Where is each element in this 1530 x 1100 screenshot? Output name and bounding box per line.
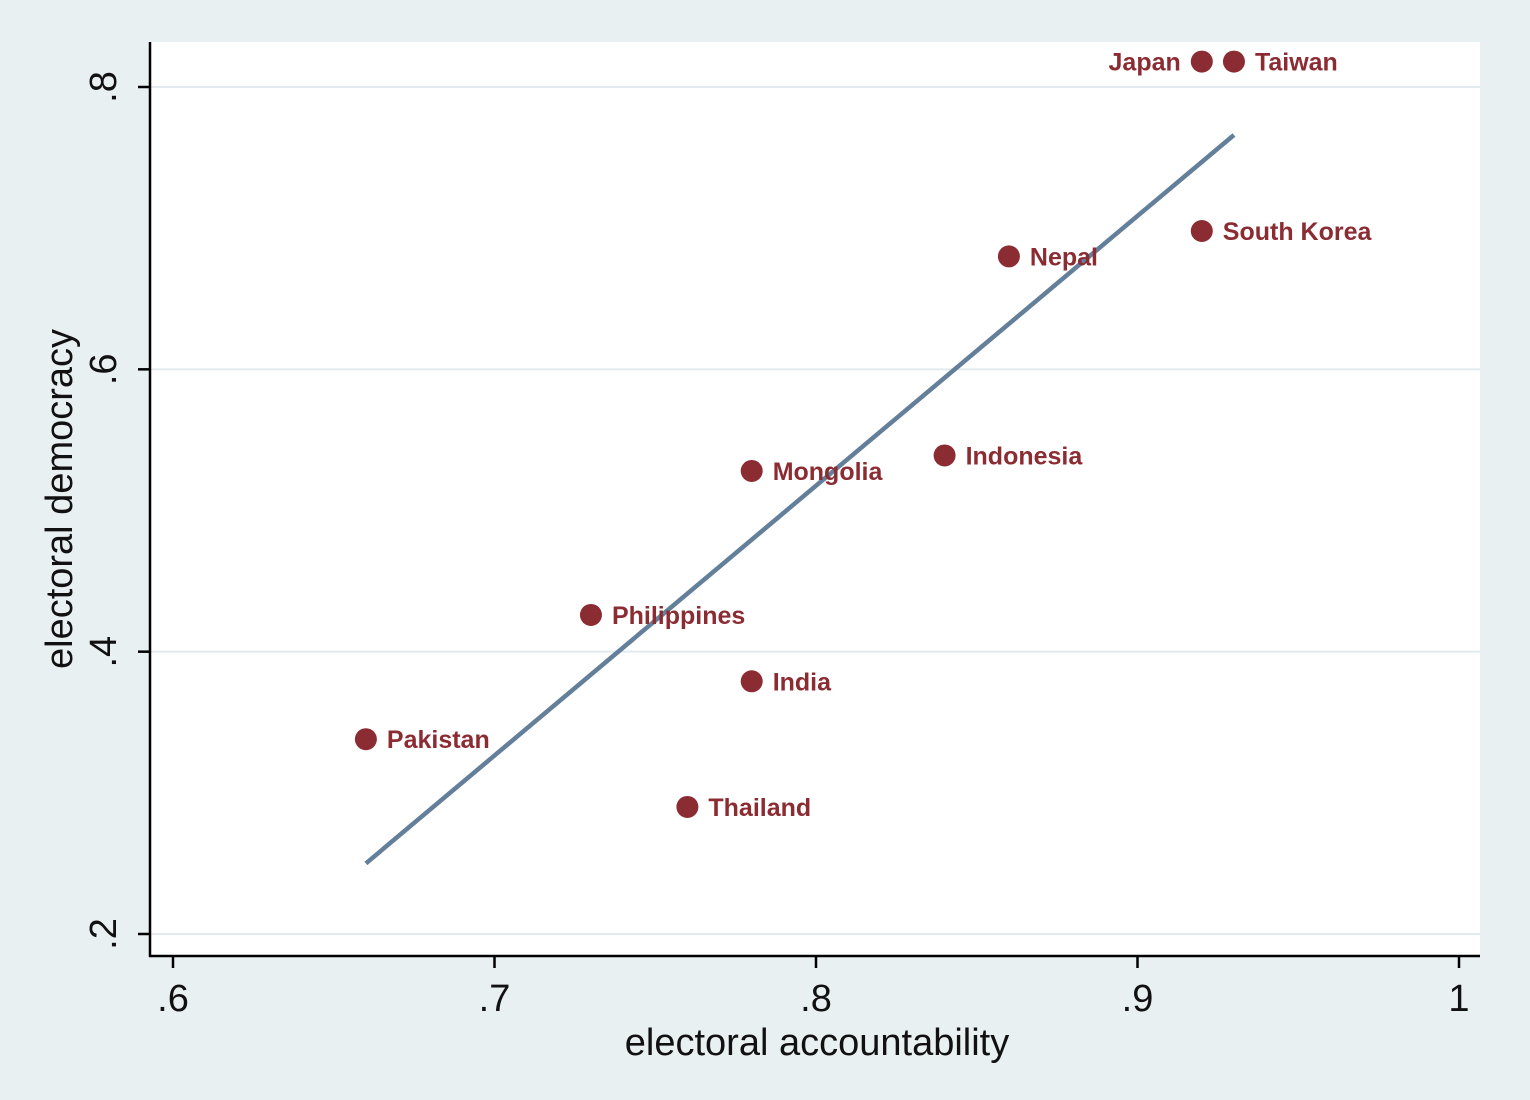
axes: .2 .4 .6 .8 .6 .7 .8 .9 1 [83,42,1480,1020]
data-point-thailand [676,795,699,818]
x-axis-title: electoral accountability [625,1022,1009,1064]
fit-line [364,133,1236,866]
y-tick-label: .6 [83,353,125,385]
point-label-south-korea: South Korea [1223,218,1373,246]
point-label-taiwan: Taiwan [1255,49,1338,77]
data-point-japan [1190,50,1213,73]
point-label-mongolia: Mongolia [773,458,884,486]
point-label-nepal: Nepal [1030,243,1098,271]
plot-area [150,42,1480,956]
y-tick-label: .2 [83,918,125,950]
y-axis-title: electoral democracy [39,329,81,669]
gridlines [150,86,1480,935]
y-tick-label: .8 [83,71,125,103]
data-point-mongolia [740,459,763,482]
point-label-indonesia: Indonesia [966,442,1084,470]
point-label-pakistan: Pakistan [387,726,490,754]
point-label-india: India [773,668,832,696]
y-tick-label: .4 [83,636,125,668]
point-label-philippines: Philippines [612,602,745,630]
data-point-pakistan [354,728,377,751]
data-point-india [740,670,763,693]
data-point-nepal [997,245,1020,268]
fit-line-layer [364,133,1236,866]
x-tick-label: 1 [1448,978,1469,1020]
data-point-south-korea [1190,219,1213,242]
data-points: Japan Taiwan South Korea Nepal Indonesia Mong… [354,49,1373,822]
data-point-taiwan [1222,50,1245,73]
data-point-indonesia [933,444,956,467]
x-tick-label: .8 [800,978,832,1020]
data-point-philippines [579,603,602,626]
x-tick-label: .6 [157,978,189,1020]
x-tick-label: .9 [1122,978,1154,1020]
x-tick-label: .7 [479,978,511,1020]
point-label-thailand: Thailand [708,794,811,822]
point-label-japan: Japan [1109,49,1181,77]
